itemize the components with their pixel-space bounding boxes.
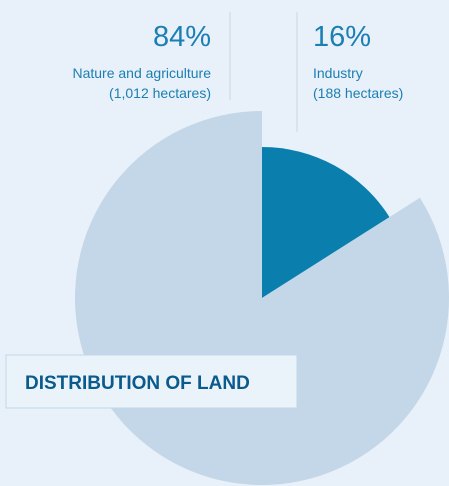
category-label: Nature and agriculture — [72, 65, 211, 81]
category-label: Industry — [313, 65, 363, 81]
chart-title: DISTRIBUTION OF LAND — [25, 373, 250, 394]
value-label: 84% — [153, 21, 211, 53]
annotation: (1,012 hectares) — [109, 85, 211, 101]
value-label: 16% — [313, 21, 371, 53]
pie-slice — [74, 111, 449, 485]
pie-slice — [262, 147, 390, 298]
annotation: (188 hectares) — [313, 85, 403, 101]
pie — [74, 111, 449, 485]
title-box — [5, 354, 298, 409]
